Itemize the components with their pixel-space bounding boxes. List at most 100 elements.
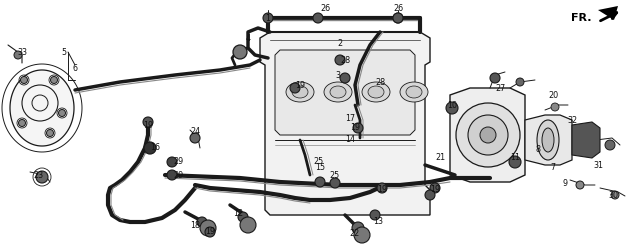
Text: 25: 25	[313, 158, 323, 167]
Text: 28: 28	[375, 77, 385, 86]
Circle shape	[456, 103, 520, 167]
Text: 4: 4	[246, 34, 250, 43]
Polygon shape	[260, 32, 430, 215]
Circle shape	[516, 78, 524, 86]
Text: 19: 19	[295, 80, 305, 89]
Circle shape	[352, 222, 364, 234]
Circle shape	[58, 110, 65, 117]
Text: 16: 16	[150, 143, 160, 152]
Text: 29: 29	[173, 158, 183, 167]
Circle shape	[446, 102, 458, 114]
Circle shape	[393, 13, 403, 23]
Circle shape	[335, 55, 345, 65]
Text: 23: 23	[33, 171, 43, 180]
Circle shape	[47, 129, 54, 136]
Text: 19: 19	[143, 121, 153, 129]
Circle shape	[425, 190, 435, 200]
Circle shape	[377, 183, 387, 193]
Circle shape	[200, 220, 216, 236]
Text: 12: 12	[233, 208, 243, 217]
Polygon shape	[572, 122, 600, 158]
Text: 33: 33	[17, 48, 27, 57]
Text: 26: 26	[320, 3, 330, 12]
Circle shape	[370, 210, 380, 220]
Text: 15: 15	[315, 164, 325, 173]
Circle shape	[490, 73, 500, 83]
Ellipse shape	[542, 128, 554, 152]
Polygon shape	[450, 88, 525, 182]
Circle shape	[576, 181, 584, 189]
Circle shape	[240, 217, 256, 233]
Text: FR.: FR.	[572, 13, 592, 23]
Text: 3: 3	[335, 70, 340, 79]
Circle shape	[340, 73, 350, 83]
Circle shape	[430, 183, 440, 193]
Text: 19: 19	[350, 124, 360, 132]
Ellipse shape	[406, 86, 422, 98]
Text: 1: 1	[266, 13, 271, 22]
Text: 9: 9	[563, 179, 568, 187]
Circle shape	[197, 217, 207, 227]
Circle shape	[551, 103, 559, 111]
Circle shape	[468, 115, 508, 155]
Ellipse shape	[324, 82, 352, 102]
Ellipse shape	[362, 82, 390, 102]
Text: 18: 18	[190, 221, 200, 230]
Circle shape	[143, 117, 153, 127]
Circle shape	[315, 177, 325, 187]
Circle shape	[233, 45, 247, 59]
Ellipse shape	[286, 82, 314, 102]
Text: 8: 8	[536, 145, 541, 154]
Circle shape	[354, 227, 370, 243]
Text: 21: 21	[435, 153, 445, 163]
Ellipse shape	[292, 86, 308, 98]
Circle shape	[238, 212, 248, 222]
Circle shape	[290, 83, 300, 93]
Ellipse shape	[368, 86, 384, 98]
Circle shape	[393, 13, 403, 23]
Circle shape	[190, 133, 200, 143]
Circle shape	[36, 171, 48, 183]
Polygon shape	[10, 70, 74, 146]
Text: 11: 11	[510, 153, 520, 163]
Circle shape	[480, 127, 496, 143]
Text: 31: 31	[593, 161, 603, 170]
Text: 13: 13	[373, 217, 383, 227]
Circle shape	[205, 227, 215, 237]
Text: 28: 28	[340, 56, 350, 64]
Circle shape	[611, 191, 619, 199]
Polygon shape	[275, 50, 415, 135]
Text: 6: 6	[72, 63, 77, 72]
Ellipse shape	[400, 82, 428, 102]
Ellipse shape	[330, 86, 346, 98]
Circle shape	[330, 178, 340, 188]
Text: 29: 29	[173, 171, 183, 180]
Circle shape	[263, 13, 273, 23]
Text: 17: 17	[345, 114, 355, 123]
Text: 2: 2	[337, 39, 342, 48]
Text: 25: 25	[330, 171, 340, 180]
Text: 20: 20	[548, 90, 558, 100]
Text: 14: 14	[345, 135, 355, 144]
Circle shape	[20, 76, 28, 83]
Text: 10: 10	[447, 101, 457, 110]
Text: 24: 24	[190, 127, 200, 136]
Circle shape	[167, 170, 177, 180]
Text: 32: 32	[567, 116, 577, 124]
Circle shape	[353, 123, 363, 133]
Circle shape	[14, 51, 22, 59]
Text: 19: 19	[205, 228, 215, 237]
Text: 19: 19	[377, 186, 387, 194]
Circle shape	[509, 156, 521, 168]
Polygon shape	[598, 6, 618, 20]
Text: 30: 30	[608, 190, 618, 199]
Circle shape	[19, 120, 26, 126]
Circle shape	[167, 157, 177, 167]
Text: 22: 22	[350, 229, 360, 238]
Circle shape	[605, 140, 615, 150]
Text: 26: 26	[393, 3, 403, 12]
Circle shape	[313, 13, 323, 23]
Text: 5: 5	[61, 48, 67, 57]
Text: 7: 7	[550, 164, 556, 173]
Circle shape	[51, 76, 58, 83]
